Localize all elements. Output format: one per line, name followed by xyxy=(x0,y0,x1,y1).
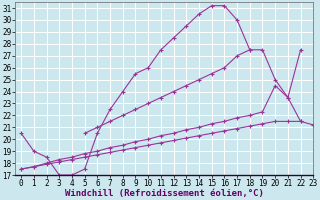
X-axis label: Windchill (Refroidissement éolien,°C): Windchill (Refroidissement éolien,°C) xyxy=(65,189,263,198)
